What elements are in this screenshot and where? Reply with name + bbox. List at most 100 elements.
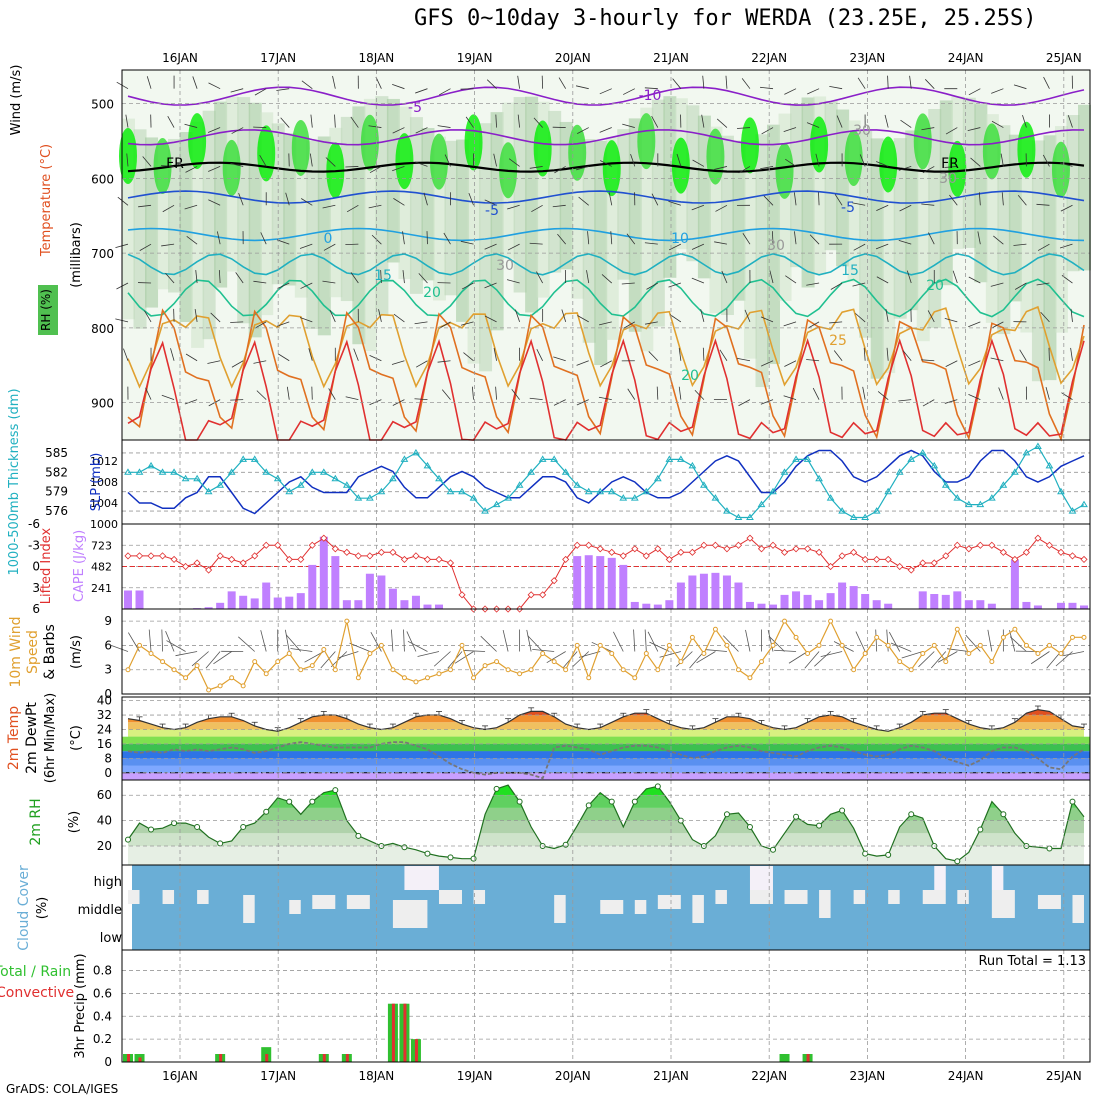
rh-shade-core	[602, 140, 621, 197]
cape-bar	[838, 582, 847, 609]
wind-barb	[1059, 162, 1073, 167]
li-point	[746, 534, 754, 542]
surface-wind-barb	[659, 651, 681, 658]
thickness-point	[619, 494, 628, 501]
isotherm-line	[127, 308, 1085, 442]
upper-air-ytick: 600	[91, 172, 114, 186]
wind-barb	[529, 166, 543, 169]
rh-point	[1046, 845, 1053, 852]
wind-barb	[186, 236, 198, 245]
wind-barb	[945, 127, 958, 135]
cloud-gap	[991, 890, 1015, 918]
wind-barb	[760, 86, 774, 90]
li-point	[850, 548, 858, 556]
li-point	[1034, 534, 1042, 542]
cape-bar	[815, 600, 824, 609]
surface-wind-barb	[886, 629, 889, 652]
wind-barb	[715, 204, 728, 212]
rh-point	[793, 813, 800, 820]
wind-speed-point	[275, 659, 281, 665]
temp-band-low	[122, 765, 1090, 773]
precip-legend-rain: Total / Rain	[0, 964, 71, 980]
wind-barb	[260, 232, 267, 245]
wind-barb	[990, 357, 1004, 362]
wind-speed-point	[862, 651, 868, 657]
wind-speed-point	[839, 642, 845, 648]
thickness-point	[239, 455, 248, 462]
thickness-point	[700, 481, 708, 488]
wind-speed-point	[977, 642, 983, 648]
rh-shade-column	[352, 106, 366, 345]
surface-wind-barb	[633, 629, 636, 652]
li-point	[711, 541, 719, 549]
cape-bar	[607, 557, 616, 609]
wind-speed-point	[574, 642, 580, 648]
wind-barb	[877, 391, 889, 400]
wind-speed-point	[286, 651, 292, 657]
wind-barb	[328, 388, 336, 400]
li-point	[562, 555, 570, 563]
thickness-point	[596, 487, 605, 495]
surface-wind-barb	[161, 629, 163, 652]
upper-air-ylabel-wind: Wind (m/s)	[9, 65, 24, 136]
thickness-point	[170, 468, 178, 475]
wind-barb	[1043, 76, 1050, 89]
wind-barb	[161, 243, 175, 247]
li-point	[297, 555, 305, 563]
wind-barb	[818, 192, 820, 206]
cape-ylabel: CAPE (J/kg)	[72, 530, 87, 602]
wind-speed-point	[747, 675, 753, 681]
wind-barb	[887, 75, 889, 89]
precip-ytick: 0.8	[93, 964, 112, 978]
surface-wind-barb	[546, 651, 566, 664]
wind-barb	[507, 204, 520, 210]
wind-barb	[921, 127, 935, 131]
li-line	[128, 537, 1085, 610]
date-label-bottom: 22JAN	[751, 1069, 787, 1083]
thickness-point	[676, 455, 685, 462]
wind-barb	[123, 348, 129, 361]
wind-barb	[1036, 282, 1050, 286]
cape-bar	[411, 595, 420, 609]
rh-shade-column	[743, 140, 757, 359]
rh-shade-column	[882, 141, 896, 374]
wind-barb	[415, 127, 428, 134]
cape-bar	[803, 594, 812, 609]
wind-barb	[238, 192, 244, 206]
wind-barb	[144, 310, 152, 323]
surface-wind-barb	[526, 629, 532, 652]
wind-barb	[738, 166, 751, 174]
surface-wind-barb	[704, 649, 727, 652]
wind-speed-point	[517, 671, 523, 677]
surface-wind-barb	[406, 631, 417, 652]
precip-convective-bar	[414, 1039, 418, 1062]
wind-barb	[968, 276, 981, 284]
wind-barb	[928, 232, 935, 245]
rh-shade-core	[1017, 121, 1036, 178]
cape-bar	[849, 586, 858, 609]
date-label-top: 22JAN	[751, 51, 787, 65]
wind-barb	[760, 166, 774, 170]
li-point	[608, 548, 616, 556]
wind-barb	[998, 387, 1004, 400]
wind-barb	[1000, 153, 1004, 167]
wind-speed-point	[897, 659, 903, 665]
date-label-bottom: 24JAN	[948, 1069, 984, 1083]
cape-bar	[1033, 605, 1042, 609]
wind-barb	[443, 232, 451, 245]
wind-barb	[702, 347, 705, 361]
surface-wind-barb	[175, 651, 198, 657]
rh-shade-column	[237, 97, 251, 324]
thickness-point	[423, 461, 432, 469]
wind-barb	[944, 318, 958, 323]
wind-speed-point	[620, 667, 626, 673]
li-point	[873, 555, 881, 563]
wind-ylabel-1: 10m Wind	[8, 616, 24, 687]
wind-ytick: 0	[104, 687, 112, 701]
li-point	[688, 548, 696, 556]
thickness-point	[930, 461, 939, 469]
surface-wind-barb	[930, 651, 947, 669]
cape-bar	[331, 556, 340, 609]
surface-wind-barb	[814, 651, 831, 667]
cloud-gap-high	[991, 866, 1004, 890]
